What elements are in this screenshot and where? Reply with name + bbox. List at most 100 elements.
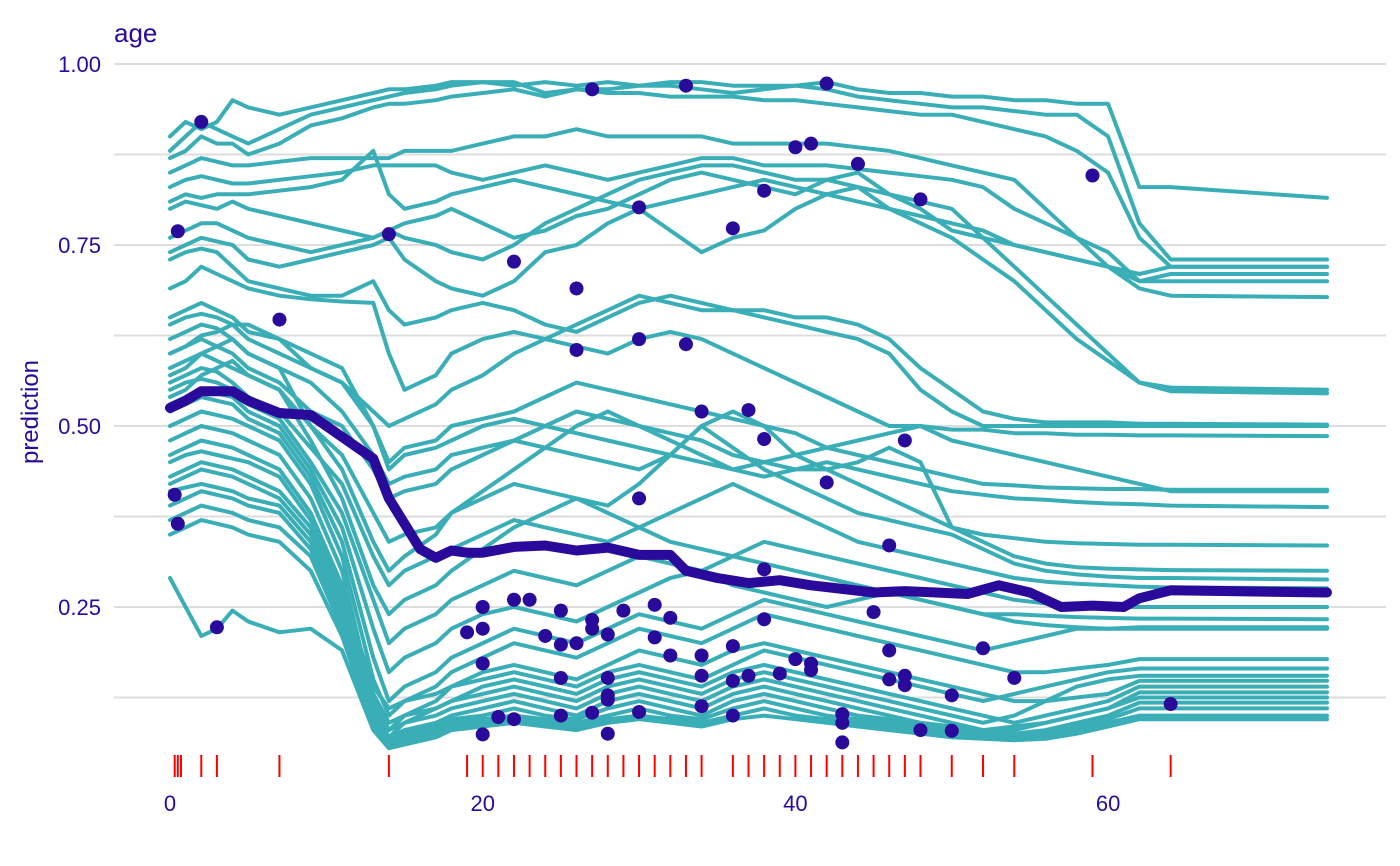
observation-point xyxy=(882,538,897,553)
observation-point xyxy=(913,192,928,207)
observation-point xyxy=(757,562,772,577)
observation-point xyxy=(866,605,881,620)
observation-point xyxy=(835,735,850,750)
profile-line xyxy=(168,387,1329,675)
observation-point xyxy=(804,136,819,151)
observation-point xyxy=(600,627,615,642)
observation-point xyxy=(475,656,490,671)
observation-point xyxy=(585,705,600,720)
observation-point xyxy=(632,200,647,215)
observation-point xyxy=(506,712,521,727)
x-tick-label: 0 xyxy=(164,791,176,816)
profile-line xyxy=(168,293,1329,428)
observation-point xyxy=(194,114,209,129)
observation-point xyxy=(553,708,568,723)
observation-point xyxy=(167,487,182,502)
observation-points xyxy=(167,76,1178,750)
profile-line xyxy=(168,87,1329,269)
observation-point xyxy=(757,183,772,198)
observation-point xyxy=(170,516,185,531)
profile-line xyxy=(168,395,1329,704)
observation-point xyxy=(1163,697,1178,712)
y-tick-label: 0.25 xyxy=(58,595,101,620)
observation-point xyxy=(678,78,693,93)
observation-point xyxy=(600,726,615,741)
observation-point xyxy=(944,688,959,703)
observation-point xyxy=(491,710,506,725)
observation-point xyxy=(788,140,803,155)
profile-line xyxy=(168,358,1329,631)
profile-line xyxy=(168,489,1329,743)
profile-line xyxy=(168,80,1329,200)
observation-point xyxy=(835,715,850,730)
observation-point xyxy=(272,312,287,327)
observation-point xyxy=(1085,168,1100,183)
observation-point xyxy=(725,639,740,654)
observation-point xyxy=(913,723,928,738)
observation-point xyxy=(819,76,834,91)
x-tick-label: 20 xyxy=(470,791,494,816)
profile-line xyxy=(168,409,1329,718)
observation-point xyxy=(569,342,584,357)
observation-point xyxy=(757,612,772,627)
observation-point xyxy=(553,603,568,618)
profile-line xyxy=(168,337,1329,573)
observation-point xyxy=(632,332,647,347)
observation-point xyxy=(944,723,959,738)
observation-point xyxy=(897,433,912,448)
observation-point xyxy=(694,648,709,663)
observation-point xyxy=(475,600,490,614)
observation-point xyxy=(506,254,521,269)
profile-line xyxy=(168,322,1329,548)
profile-line xyxy=(168,449,1329,711)
observation-point xyxy=(725,673,740,688)
observation-point xyxy=(882,643,897,658)
observation-point xyxy=(976,641,991,656)
profile-line xyxy=(168,185,1329,396)
axes: 0.25 0.50 0.75 1.00 0 20 40 60 xyxy=(58,52,1120,816)
observation-point xyxy=(600,670,615,685)
observation-point xyxy=(804,662,819,677)
observation-point xyxy=(819,475,834,490)
observation-point xyxy=(475,727,490,742)
profile-line xyxy=(168,467,1329,733)
profile-line xyxy=(168,424,1329,733)
observation-point xyxy=(850,156,865,171)
observation-point xyxy=(538,628,553,643)
observation-point xyxy=(585,82,600,97)
observation-point xyxy=(553,637,568,652)
observation-point xyxy=(381,227,396,242)
observation-point xyxy=(725,708,740,723)
x-tick-label: 60 xyxy=(1096,791,1120,816)
profile-line xyxy=(168,481,1329,740)
observation-point xyxy=(694,668,709,683)
y-tick-label: 1.00 xyxy=(58,52,101,77)
observation-point xyxy=(725,221,740,236)
observation-point xyxy=(694,404,709,419)
profile-line xyxy=(168,576,1329,751)
profile-line xyxy=(168,80,1329,262)
profile-line xyxy=(168,311,1329,510)
profile-line xyxy=(168,156,1329,284)
observation-point xyxy=(663,610,678,625)
profile-lines xyxy=(168,80,1329,751)
observation-point xyxy=(882,672,897,687)
observation-point xyxy=(569,281,584,296)
observation-point xyxy=(647,630,662,645)
observation-point xyxy=(632,704,647,719)
rug-marks xyxy=(173,755,1172,777)
observation-point xyxy=(209,620,224,635)
observation-point xyxy=(1007,670,1022,685)
profile-line xyxy=(168,246,1329,427)
observation-point xyxy=(678,337,693,352)
observation-point xyxy=(741,403,756,418)
observation-point xyxy=(897,678,912,693)
observation-point xyxy=(616,603,631,618)
profile-line xyxy=(168,376,1329,646)
observation-point xyxy=(694,699,709,714)
profile-line xyxy=(168,127,1329,284)
profile-line xyxy=(168,460,1329,725)
profile-line xyxy=(168,438,1329,740)
profile-line xyxy=(168,337,1329,573)
